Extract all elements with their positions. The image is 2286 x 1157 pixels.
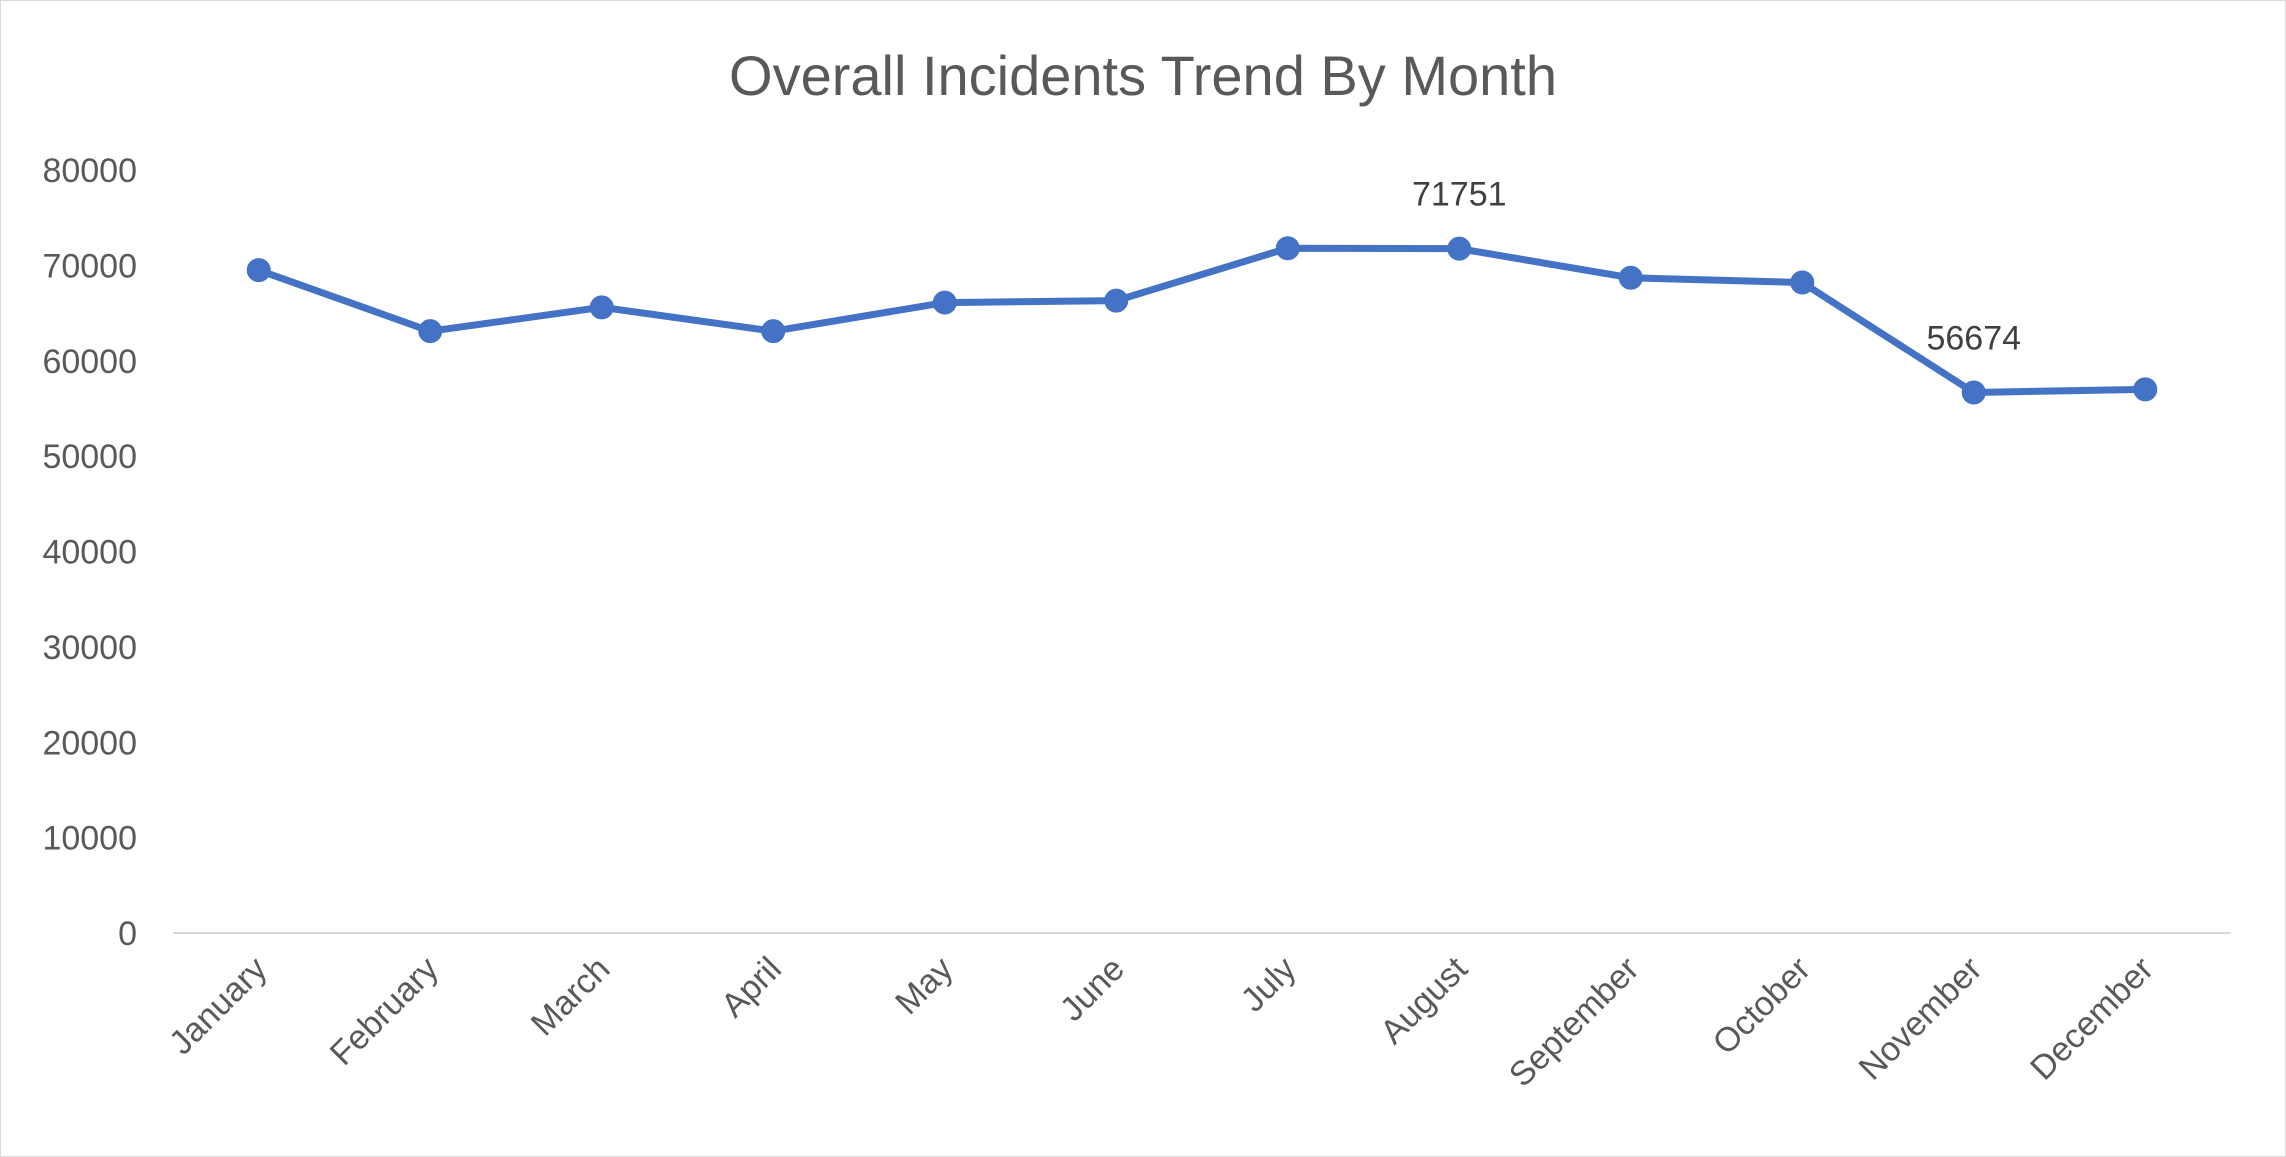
data-point [589, 295, 614, 320]
data-labels: 71751 56674 [1412, 176, 2021, 358]
series-line [255, 244, 2149, 396]
data-point [1275, 236, 1300, 261]
data-point [1104, 288, 1129, 313]
data-point [932, 290, 957, 315]
data-points [246, 236, 2158, 405]
x-tick-label: May [888, 950, 960, 1022]
y-tick-label: 70000 [42, 247, 137, 285]
x-tick-label: September [1502, 950, 1646, 1094]
x-tick-label: June [1053, 950, 1132, 1029]
x-tick-label: March [524, 950, 618, 1044]
x-tick-label: April [714, 950, 789, 1025]
x-tick-label: July [1234, 950, 1304, 1020]
y-tick-label: 20000 [42, 724, 137, 762]
y-tick-label: 50000 [42, 438, 137, 476]
x-axis-labels: January February March April May June July Augu… [162, 949, 2161, 1094]
x-tick-label: November [1852, 950, 1990, 1088]
y-axis-labels: 0 10000 20000 30000 40000 50000 60000 70000 8000… [42, 152, 137, 953]
x-tick-label: August [1373, 949, 1475, 1051]
data-point [2133, 377, 2158, 402]
data-label: 71751 [1412, 176, 1507, 214]
data-point [1790, 270, 1815, 295]
data-point [1961, 380, 1986, 405]
x-tick-label: January [162, 950, 274, 1062]
x-tick-label: December [2023, 950, 2161, 1088]
y-tick-label: 30000 [42, 629, 137, 667]
data-point [246, 258, 271, 283]
data-point [1447, 236, 1472, 261]
y-tick-label: 0 [118, 915, 137, 953]
data-point [761, 319, 786, 344]
y-tick-label: 10000 [42, 820, 137, 858]
chart-title: Overall Incidents Trend By Month [729, 44, 1557, 107]
data-point [418, 319, 443, 344]
y-tick-label: 60000 [42, 343, 137, 381]
data-point [1618, 265, 1643, 290]
y-tick-label: 40000 [42, 534, 137, 572]
y-tick-label: 80000 [42, 152, 137, 190]
x-tick-label: October [1706, 950, 1818, 1062]
x-tick-label: February [323, 950, 446, 1073]
data-label: 56674 [1926, 319, 2021, 357]
